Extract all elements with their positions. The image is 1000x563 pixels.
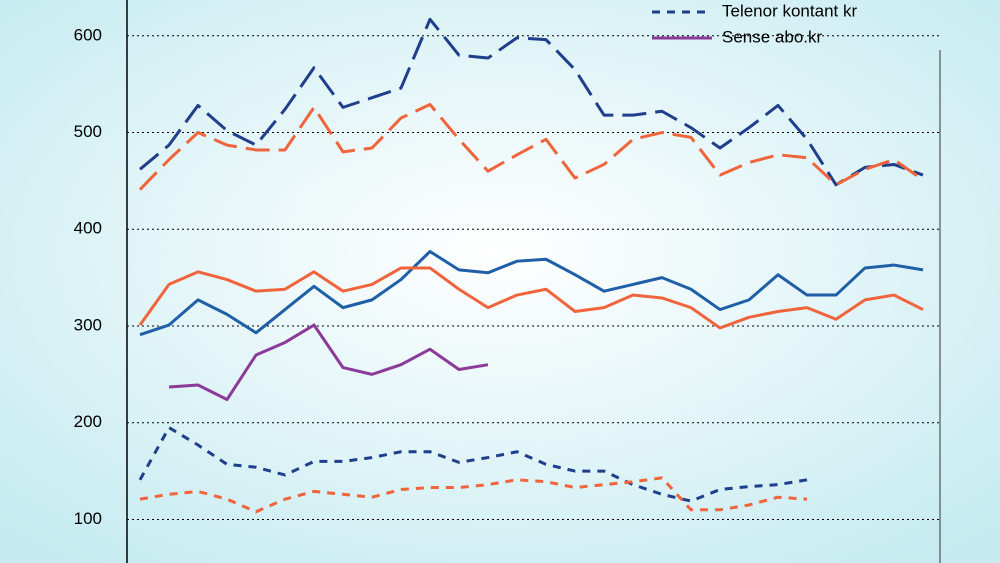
y-tick-label: 100: [74, 509, 102, 528]
legend-label: Telenor kontant kr: [722, 1, 857, 20]
y-tick-label: 600: [74, 25, 102, 44]
series-line: [138, 102, 924, 191]
series-line: [139, 250, 924, 337]
y-tick-label: 200: [74, 412, 102, 431]
series-line: [139, 17, 924, 187]
series-line: [168, 323, 489, 402]
y-tick-label: 400: [74, 219, 102, 238]
series-line: [138, 266, 924, 330]
y-tick-label: 500: [74, 122, 102, 141]
series-line: [138, 426, 808, 503]
y-tick-label: 300: [74, 315, 102, 334]
legend-label: Sense abo.kr: [722, 27, 823, 46]
